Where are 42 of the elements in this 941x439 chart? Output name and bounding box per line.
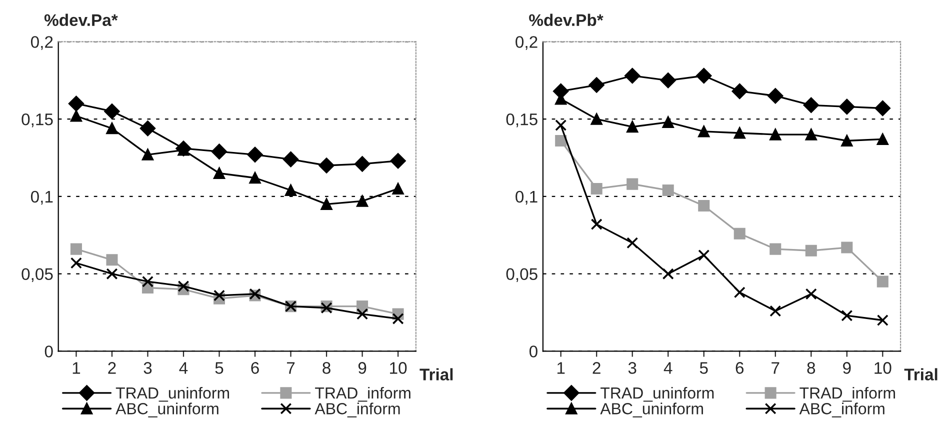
x-tick-label: 4 (179, 362, 188, 374)
y-tick-label: 0 (44, 346, 53, 358)
x-tick-label: 3 (628, 362, 636, 374)
x-tick-label: 3 (144, 362, 152, 374)
legend-label: ABC_inform (799, 402, 884, 418)
x-tick-label: 8 (322, 362, 330, 374)
y-tick-label: 0,15 (506, 113, 538, 128)
x-tick-label: 6 (736, 362, 744, 374)
y-axis-title: %dev.Pa* (44, 14, 118, 26)
y-tick-label: 0,1 (30, 190, 53, 205)
x-tick-label: 10 (874, 362, 892, 374)
x-tick-label: 2 (592, 362, 600, 374)
x-tick-label: 7 (772, 362, 780, 374)
x-tick-label: 2 (108, 362, 116, 374)
legend-label: TRAD_uninform (600, 386, 714, 402)
y-tick-label: 0,2 (516, 36, 538, 50)
y-tick-label: 0,15 (22, 113, 53, 128)
x-tick-label: 7 (286, 362, 295, 374)
x-tick-label: 8 (807, 362, 816, 374)
legend-label: ABC_uninform (116, 402, 218, 418)
y-tick-label: 0,05 (22, 268, 53, 282)
legend-label: ABC_inform (314, 402, 400, 418)
y-tick-label: 0,05 (506, 268, 538, 282)
y-tick-label: 0,1 (516, 190, 538, 205)
x-tick-label: 6 (251, 362, 259, 374)
legend-label: TRAD_inform (800, 386, 895, 402)
x-tick-label: 9 (843, 362, 851, 374)
y-axis-title: %dev.Pb* (529, 14, 604, 26)
x-tick-label: 1 (557, 362, 565, 374)
x-tick-label: 5 (700, 362, 708, 374)
x-tick-label: 5 (215, 362, 224, 374)
legend-label: TRAD_inform (315, 386, 410, 402)
x-axis-title: Trial (904, 368, 938, 380)
y-tick-label: 0,2 (30, 36, 53, 50)
x-tick-label: 9 (358, 362, 366, 374)
legend-label: TRAD_uninform (116, 386, 229, 402)
x-tick-label: 1 (72, 362, 80, 374)
legend-label: ABC_uninform (600, 402, 703, 418)
x-tick-label: 10 (390, 362, 407, 374)
x-axis-title: Trial (420, 368, 453, 380)
x-tick-label: 4 (664, 362, 672, 374)
y-tick-label: 0 (529, 346, 538, 358)
